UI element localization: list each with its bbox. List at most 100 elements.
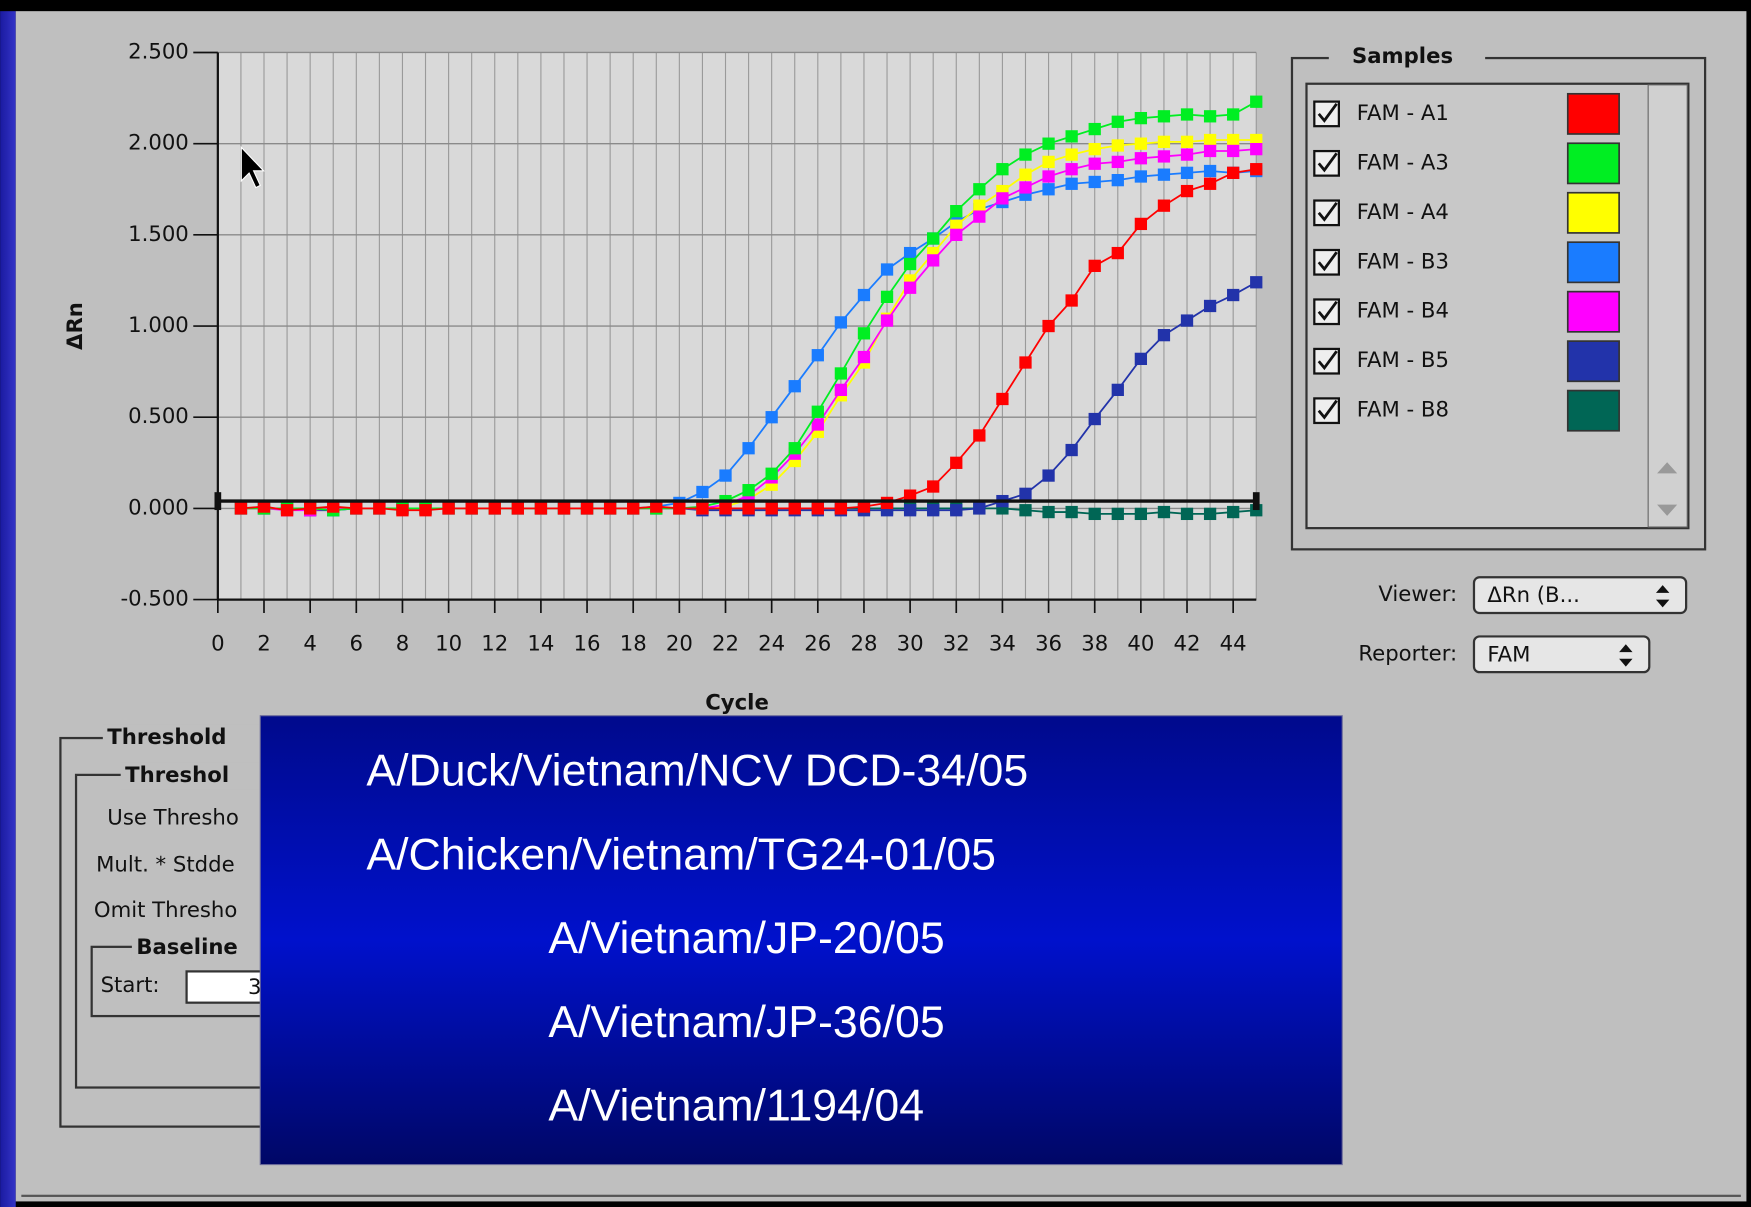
- data-point: [1042, 505, 1055, 519]
- data-point: [1250, 276, 1263, 289]
- y-tick-label: 1.500: [128, 222, 189, 247]
- data-point: [1203, 133, 1217, 147]
- x-tick-label: 6: [350, 631, 364, 656]
- data-point: [719, 502, 732, 515]
- overlay-line: A/Chicken/Vietnam/TG24-01/05: [366, 830, 996, 879]
- data-point: [234, 502, 248, 515]
- data-point: [834, 383, 848, 397]
- data-point: [880, 496, 894, 510]
- data-point: [903, 489, 917, 502]
- data-point: [1088, 259, 1101, 272]
- data-point: [1065, 443, 1078, 457]
- data-point: [1227, 108, 1240, 121]
- data-point: [1065, 294, 1078, 307]
- reporter-select[interactable]: [1472, 635, 1651, 674]
- reporter-value: FAM: [1487, 642, 1530, 667]
- data-point: [1157, 329, 1171, 342]
- data-point: [834, 367, 848, 380]
- data-point: [903, 504, 917, 517]
- x-tick-label: 22: [712, 631, 739, 656]
- data-point: [1134, 111, 1148, 125]
- data-point: [1157, 135, 1171, 148]
- data-point: [834, 502, 848, 515]
- data-point: [696, 502, 709, 515]
- data-point: [1180, 135, 1194, 148]
- data-point: [996, 163, 1009, 176]
- data-point: [765, 502, 778, 515]
- data-point: [304, 502, 317, 515]
- data-point: [419, 504, 432, 517]
- sample-label: FAM - A3: [1357, 150, 1449, 175]
- scroll-down[interactable]: [1657, 504, 1678, 516]
- viewer-label: Viewer:: [1378, 582, 1457, 607]
- data-point: [742, 502, 755, 515]
- data-point: [603, 502, 617, 515]
- data-point: [1134, 507, 1148, 521]
- x-tick-label: 12: [481, 631, 508, 656]
- x-tick-label: 0: [211, 631, 225, 656]
- data-point: [811, 418, 824, 431]
- y-tick-label: 0.500: [128, 404, 189, 429]
- checkmark: [1317, 350, 1338, 371]
- data-point: [903, 246, 917, 260]
- x-tick-label: 8: [396, 631, 410, 656]
- data-point: [1134, 137, 1148, 150]
- samples-title-bg: [1328, 42, 1486, 72]
- data-point: [950, 456, 963, 469]
- data-point: [1065, 163, 1078, 176]
- data-point: [488, 502, 501, 515]
- data-point: [1180, 166, 1194, 179]
- threshold-subtitle: Threshol: [125, 763, 229, 788]
- data-point: [650, 500, 663, 513]
- viewer-select[interactable]: [1472, 576, 1688, 615]
- scrollbar[interactable]: [1647, 84, 1688, 528]
- baseline-bg: [131, 934, 266, 962]
- data-point: [1042, 183, 1055, 196]
- data-point: [1250, 95, 1263, 108]
- data-point: [903, 257, 917, 271]
- data-point: [1227, 166, 1240, 179]
- data-point: [1180, 108, 1194, 121]
- data-point: [973, 429, 986, 442]
- data-point: [557, 502, 571, 515]
- data-point: [811, 502, 824, 515]
- data-point: [857, 327, 871, 340]
- sample-label: FAM - A1: [1357, 101, 1449, 126]
- data-point: [1203, 507, 1217, 521]
- data-point: [857, 500, 871, 513]
- window-edge: [21, 1194, 1741, 1197]
- data-point: [857, 288, 871, 302]
- overlay-line: A/Vietnam/1194/04: [548, 1082, 924, 1131]
- mouse-cursor: [240, 145, 265, 189]
- x-tick-label: 14: [527, 631, 554, 656]
- x-tick-label: 42: [1174, 631, 1201, 656]
- data-point: [673, 502, 686, 515]
- checkbox[interactable]: [1313, 298, 1340, 326]
- data-point: [373, 502, 386, 515]
- data-point: [1019, 356, 1032, 369]
- y-tick-label: 0.000: [128, 495, 189, 520]
- y-tick-label: 2.500: [128, 39, 189, 64]
- y-axis-label: ΔRn: [63, 302, 88, 350]
- checkmark: [1317, 399, 1338, 420]
- data-point: [950, 228, 963, 241]
- data-point: [996, 192, 1009, 205]
- sample-label: FAM - B8: [1357, 398, 1449, 423]
- sample-color: [1566, 241, 1620, 284]
- scroll-up[interactable]: [1657, 462, 1678, 474]
- data-point: [973, 502, 986, 515]
- data-point: [1111, 173, 1124, 187]
- data-point: [327, 500, 340, 513]
- start-label: Start:: [101, 973, 160, 998]
- data-point: [811, 349, 824, 362]
- data-point: [834, 316, 848, 329]
- data-point: [1180, 507, 1194, 521]
- data-point: [1203, 299, 1217, 313]
- data-point: [927, 504, 940, 517]
- data-point: [1157, 168, 1171, 181]
- viewer-value: ΔRn (B...: [1487, 583, 1579, 608]
- data-point: [857, 350, 871, 364]
- data-point: [257, 500, 271, 513]
- data-point: [1019, 487, 1032, 500]
- checkmark: [1317, 152, 1338, 173]
